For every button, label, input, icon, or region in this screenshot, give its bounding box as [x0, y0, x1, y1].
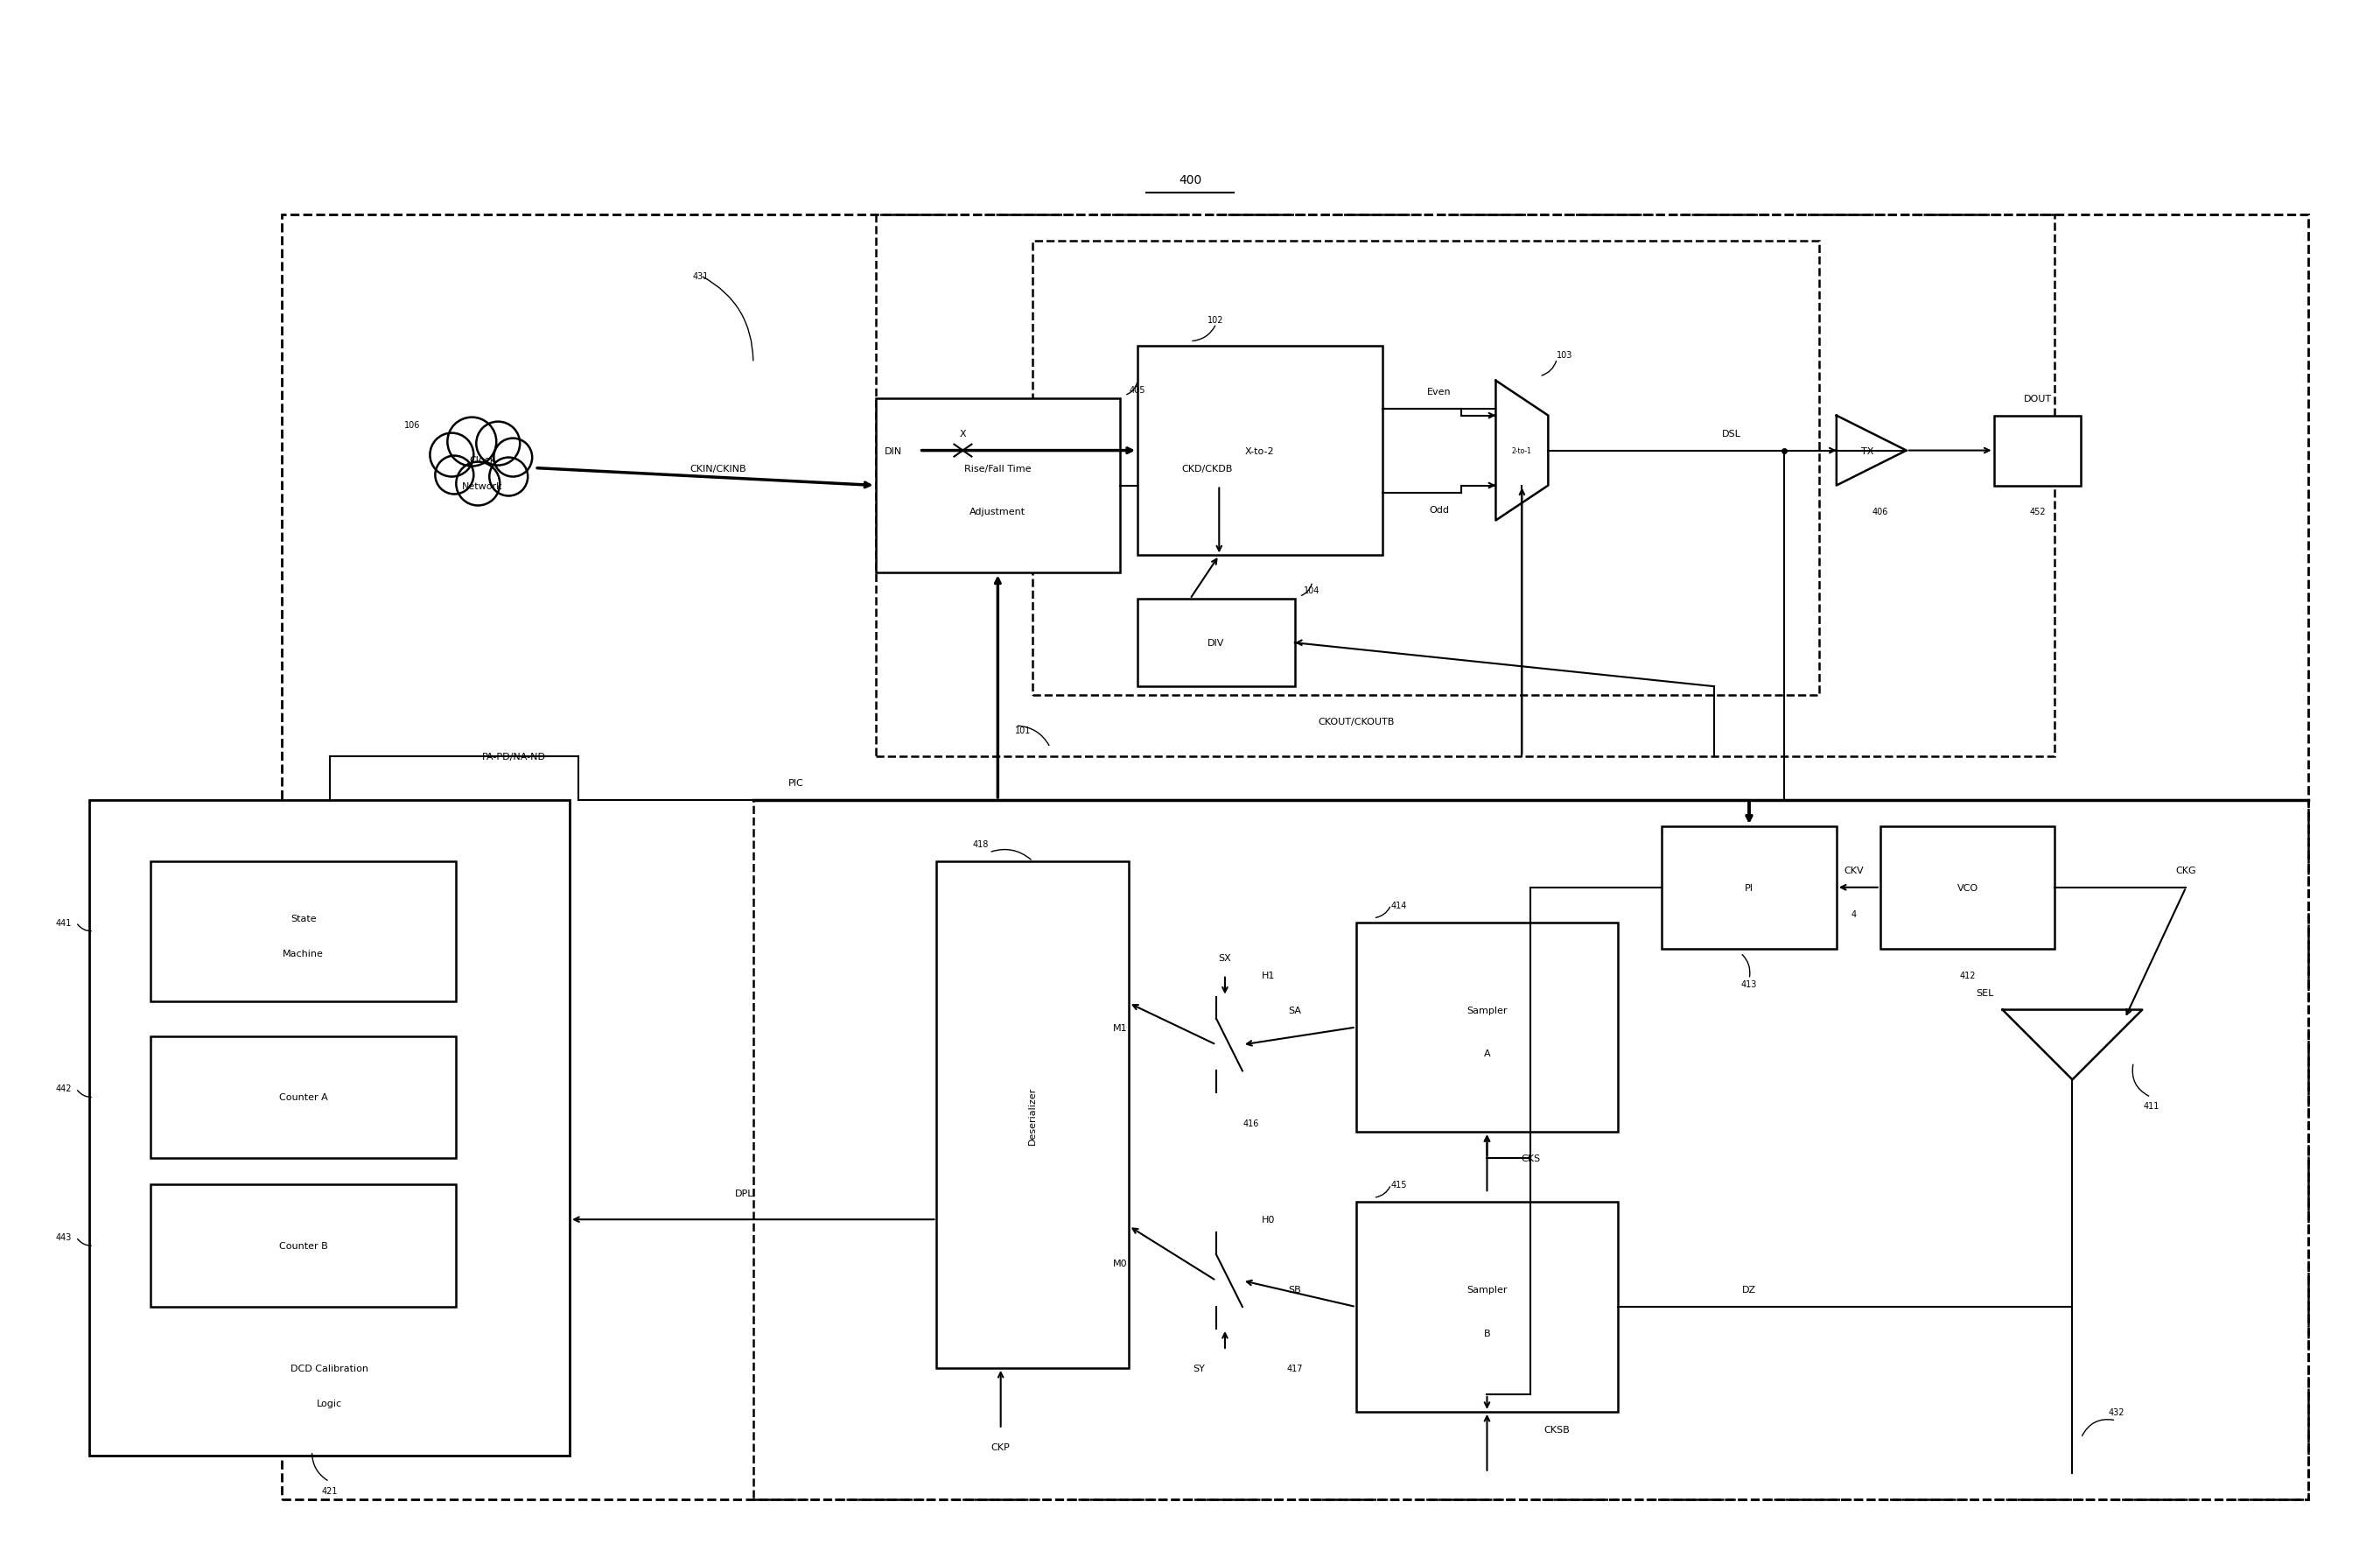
Text: Adjustment: Adjustment [969, 508, 1026, 517]
Bar [1138, 346, 1383, 556]
Bar [1033, 241, 1818, 696]
Text: H1: H1 [1261, 971, 1276, 979]
Text: 406: 406 [1873, 508, 1887, 517]
Text: 441: 441 [55, 919, 71, 926]
Text: Rise/Fall Time: Rise/Fall Time [964, 465, 1031, 472]
Text: M0: M0 [1114, 1258, 1128, 1268]
Bar [1138, 599, 1295, 687]
Circle shape [447, 418, 497, 466]
Text: 101: 101 [1016, 726, 1031, 735]
Bar [88, 800, 569, 1456]
Text: 103: 103 [1557, 350, 1573, 360]
Text: TX: TX [1861, 446, 1873, 455]
Text: DIN: DIN [883, 446, 902, 455]
Text: 106: 106 [405, 420, 421, 429]
Bar [150, 862, 457, 1001]
Text: 4: 4 [1852, 909, 1856, 919]
Bar [150, 1036, 457, 1158]
Bar [1357, 1203, 1618, 1411]
Text: 413: 413 [1742, 979, 1756, 988]
Text: Sampler: Sampler [1466, 1005, 1507, 1014]
Text: CKD/CKDB: CKD/CKDB [1183, 465, 1233, 472]
Text: 421: 421 [321, 1485, 338, 1495]
Text: Sampler: Sampler [1466, 1285, 1507, 1294]
Text: A: A [1483, 1050, 1490, 1058]
Text: SEL: SEL [1975, 988, 1994, 997]
Text: DCD Calibration: DCD Calibration [290, 1363, 369, 1373]
Text: DOUT: DOUT [2023, 394, 2052, 403]
Text: VCO: VCO [1956, 883, 1978, 892]
Text: PA-PD/NA-ND: PA-PD/NA-ND [483, 752, 547, 761]
Text: 412: 412 [1959, 971, 1975, 979]
Text: DSL: DSL [1723, 429, 1742, 438]
Text: 411: 411 [2142, 1102, 2159, 1110]
Circle shape [493, 438, 533, 477]
Bar [752, 800, 2309, 1499]
Text: CKSB: CKSB [1545, 1425, 1571, 1434]
Text: 104: 104 [1304, 587, 1319, 594]
Polygon shape [1495, 381, 1547, 520]
Text: CKP: CKP [990, 1442, 1009, 1451]
Text: 416: 416 [1242, 1119, 1259, 1129]
Text: 400: 400 [1178, 174, 1202, 187]
Text: 432: 432 [2109, 1408, 2123, 1416]
Text: 452: 452 [2030, 508, 2044, 517]
Text: CKIN/CKINB: CKIN/CKINB [690, 465, 747, 472]
Text: 418: 418 [973, 840, 988, 849]
Circle shape [457, 462, 500, 506]
Bar [1357, 923, 1618, 1132]
Text: X: X [959, 429, 966, 438]
Bar [876, 215, 2054, 757]
Text: X-to-2: X-to-2 [1245, 446, 1276, 455]
Text: DIV: DIV [1207, 639, 1226, 647]
Text: DZ: DZ [1742, 1285, 1756, 1294]
Circle shape [436, 457, 474, 494]
Bar [1994, 415, 2080, 486]
Text: Network: Network [462, 482, 502, 491]
Text: Clock: Clock [469, 455, 495, 465]
Text: CKS: CKS [1521, 1153, 1540, 1163]
Text: 102: 102 [1207, 315, 1223, 324]
Text: SY: SY [1192, 1363, 1204, 1373]
Text: Counter B: Counter B [278, 1241, 328, 1251]
Circle shape [476, 422, 519, 466]
Text: PIC: PIC [788, 778, 804, 787]
Text: Logic: Logic [317, 1399, 343, 1408]
Polygon shape [2002, 1010, 2142, 1079]
Text: CKV: CKV [1844, 866, 1864, 874]
Text: State: State [290, 914, 317, 923]
Text: CKOUT/CKOUTB: CKOUT/CKOUTB [1319, 718, 1395, 726]
Text: B: B [1483, 1329, 1490, 1337]
Text: Even: Even [1428, 388, 1452, 395]
Text: 417: 417 [1288, 1363, 1302, 1373]
Bar [150, 1184, 457, 1306]
Text: 405: 405 [1128, 386, 1145, 394]
Text: Deserializer: Deserializer [1028, 1085, 1038, 1144]
Text: PI: PI [1745, 883, 1754, 892]
Text: Machine: Machine [283, 950, 324, 957]
Polygon shape [1837, 415, 1906, 486]
Bar [876, 398, 1121, 573]
Text: 415: 415 [1390, 1180, 1407, 1189]
Text: M1: M1 [1114, 1024, 1128, 1031]
Text: SB: SB [1288, 1285, 1302, 1294]
Text: 442: 442 [55, 1084, 71, 1093]
Text: 431: 431 [693, 272, 709, 281]
Text: 2-to-1: 2-to-1 [1511, 448, 1533, 455]
Bar [281, 215, 2309, 1499]
Circle shape [490, 459, 528, 497]
Text: SA: SA [1288, 1005, 1302, 1014]
Text: H0: H0 [1261, 1215, 1276, 1224]
Bar [938, 862, 1128, 1368]
Text: Counter A: Counter A [278, 1093, 328, 1102]
Bar [1880, 826, 2054, 950]
Bar [1661, 826, 1837, 950]
Circle shape [431, 434, 474, 477]
Text: Odd: Odd [1428, 506, 1449, 514]
Text: 443: 443 [55, 1232, 71, 1241]
Text: DPL: DPL [735, 1189, 754, 1198]
Text: 414: 414 [1390, 900, 1407, 909]
Text: SX: SX [1219, 953, 1230, 962]
Text: CKG: CKG [2175, 866, 2197, 874]
